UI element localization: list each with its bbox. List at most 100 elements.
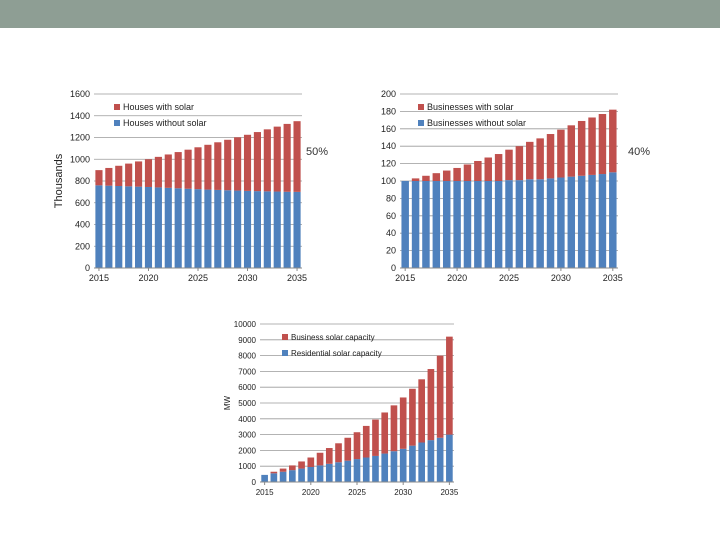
bar-segment-houses-without-solar: [144, 186, 153, 268]
bar-segment-houses-without-solar: [224, 190, 232, 268]
bar-segment-business-solar-capacity: [335, 443, 342, 463]
bar-segment-houses-with-solar: [184, 149, 192, 189]
houses-percentage-label: 50%: [306, 146, 329, 158]
slide-header-bar: [0, 0, 720, 28]
bar-segment-houses-with-solar: [174, 152, 182, 189]
bar-segment-residential-solar-capacity: [436, 437, 444, 482]
bar-segment-business-solar-capacity: [307, 457, 315, 467]
bar-segment-businesses-without-solar: [422, 181, 430, 268]
bar-segment-business-solar-capacity: [409, 388, 416, 446]
bar-segment-business-solar-capacity: [289, 465, 296, 471]
bar-segment-houses-without-solar: [95, 185, 103, 268]
bar-segment-business-solar-capacity: [344, 437, 352, 461]
y-tick-label: 20: [386, 246, 396, 256]
bar-segment-businesses-without-solar: [474, 181, 482, 268]
bar-segment-businesses-without-solar: [401, 181, 409, 268]
bar-segment-houses-without-solar: [234, 190, 242, 268]
bar-segment-residential-solar-capacity: [270, 473, 278, 482]
bar-segment-houses-with-solar: [144, 159, 153, 187]
legend-label: Houses without solar: [123, 118, 207, 128]
bar-segment-houses-without-solar: [194, 189, 202, 268]
houses-chart: 0 200 400 600 800 1000 1200 1400 1600 2015 2020 202…: [50, 86, 310, 298]
bar-segment-businesses-with-solar: [546, 134, 555, 179]
bar-segment-houses-without-solar: [214, 189, 222, 268]
y-tick-label: 1600: [70, 89, 90, 99]
legend-label: Residential solar capacity: [291, 349, 382, 358]
bar-segment-businesses-with-solar: [567, 125, 576, 177]
bar-segment-businesses-with-solar: [526, 141, 534, 180]
bar-segment-residential-solar-capacity: [409, 445, 416, 482]
bar-segment-businesses-with-solar: [515, 146, 524, 181]
legend-swatch: [282, 350, 288, 356]
bar-segment-businesses-without-solar: [598, 174, 607, 268]
bar-segment-businesses-without-solar: [588, 174, 596, 268]
bar-segment-businesses-with-solar: [536, 138, 544, 180]
bar-segment-houses-with-solar: [194, 147, 202, 190]
y-tick-label: 1200: [70, 133, 90, 143]
bar-segment-businesses-without-solar: [567, 176, 576, 268]
y-tick-label: 6000: [238, 383, 256, 392]
bar-segment-businesses-with-solar: [598, 114, 607, 175]
bar-segment-residential-solar-capacity: [325, 463, 333, 482]
x-tick-label: 2030: [551, 273, 571, 283]
bar-segment-businesses-without-solar: [494, 181, 503, 268]
bar-segment-businesses-with-solar: [609, 109, 617, 173]
bar-segment-houses-without-solar: [204, 189, 212, 268]
x-tick-label: 2025: [499, 273, 519, 283]
bar-segment-businesses-with-solar: [432, 173, 441, 181]
bar-segment-businesses-without-solar: [505, 180, 513, 268]
bar-segment-houses-without-solar: [125, 186, 133, 268]
x-tick-label: 2015: [395, 273, 415, 283]
y-tick-label: 120: [381, 159, 396, 169]
y-tick-label: 80: [386, 193, 396, 203]
bar-segment-houses-without-solar: [115, 186, 123, 268]
bar-segment-residential-solar-capacity: [446, 434, 453, 482]
legend-label: Businesses with solar: [427, 102, 514, 112]
bar-segment-businesses-with-solar: [474, 160, 482, 181]
bar-segment-businesses-without-solar: [557, 177, 565, 268]
bar-segment-business-solar-capacity: [381, 412, 389, 454]
x-tick-label: 2015: [89, 273, 109, 283]
bar-segment-residential-solar-capacity: [381, 453, 389, 482]
x-tick-label: 2015: [256, 488, 274, 497]
bar-segment-businesses-with-solar: [484, 157, 492, 181]
bar-segment-residential-solar-capacity: [316, 465, 324, 482]
x-tick-label: 2025: [188, 273, 208, 283]
x-tick-label: 2025: [348, 488, 366, 497]
bar-segment-houses-with-solar: [263, 129, 271, 192]
capacity-chart: 0 1000 2000 3000 4000 5000 6000 7000 8000 9000 100…: [222, 318, 468, 502]
legend-swatch: [114, 120, 120, 126]
bar-segment-houses-without-solar: [283, 191, 291, 268]
bar-segment-houses-with-solar: [273, 126, 281, 192]
bar-segment-houses-with-solar: [105, 167, 113, 186]
y-tick-label: 7000: [238, 367, 256, 376]
bar-segment-businesses-with-solar: [411, 178, 420, 181]
y-tick-label: 160: [381, 124, 396, 134]
x-tick-label: 2020: [447, 273, 467, 283]
bar-segment-residential-solar-capacity: [353, 459, 361, 482]
bar-segment-businesses-without-solar: [463, 181, 472, 268]
bar-segment-residential-solar-capacity: [372, 455, 379, 482]
x-tick-label: 2035: [440, 488, 458, 497]
bar-segment-houses-without-solar: [154, 187, 162, 268]
bar-segment-business-solar-capacity: [362, 425, 370, 458]
y-tick-label: 0: [391, 263, 396, 273]
bar-segment-businesses-without-solar: [442, 181, 451, 268]
bar-segment-residential-solar-capacity: [427, 440, 435, 482]
bar-segment-businesses-with-solar: [442, 170, 451, 181]
chart-svg: 0 200 400 600 800 1000 1200 1400 1600 2015 2020 202…: [53, 89, 307, 283]
bar-segment-houses-with-solar: [95, 170, 103, 186]
y-tick-label: 1000: [238, 462, 256, 471]
y-tick-label: 180: [381, 106, 396, 116]
bar-segment-houses-with-solar: [293, 121, 301, 192]
legend-swatch: [418, 120, 424, 126]
y-tick-label: 60: [386, 211, 396, 221]
x-tick-label: 2020: [302, 488, 320, 497]
bar-segment-business-solar-capacity: [399, 397, 407, 449]
bar-segment-business-solar-capacity: [298, 461, 305, 469]
bar-segment-businesses-without-solar: [432, 181, 441, 268]
bar-segment-houses-with-solar: [135, 161, 143, 187]
bar-segment-businesses-with-solar: [453, 167, 461, 181]
bar-segment-houses-with-solar: [253, 132, 261, 192]
y-tick-label: 0: [85, 263, 90, 273]
